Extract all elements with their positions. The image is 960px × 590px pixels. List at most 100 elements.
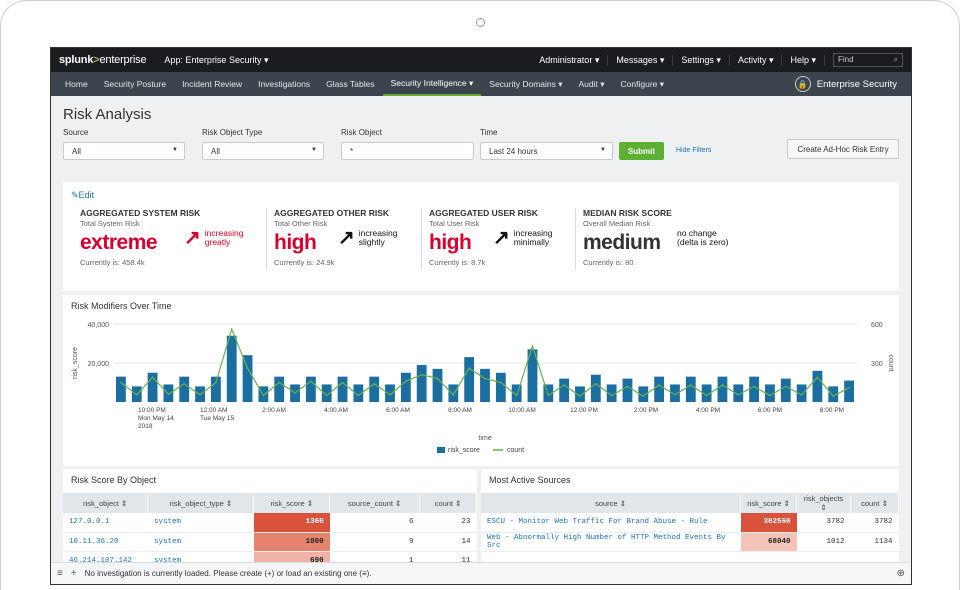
chart-bar[interactable] [337,376,348,402]
table-row[interactable]: ESCU - Monitor Web Traffic For Brand Abu… [481,513,899,533]
source-dropdown[interactable]: All ▼ [63,142,185,160]
chart-bar[interactable] [305,376,316,402]
app-selector[interactable]: App: Enterprise Security ▾ [164,54,269,65]
chart-bar[interactable] [448,384,459,402]
chart-bar[interactable] [242,355,253,402]
chart-bar[interactable] [369,376,380,402]
chart-bar[interactable] [590,374,601,402]
top-menu-item[interactable]: Help ▾ [782,54,825,66]
chart-bar[interactable] [464,357,475,402]
list-icon[interactable]: ≡ [57,568,63,579]
legend-label[interactable]: count [507,447,524,454]
hide-filters-link[interactable]: Hide Filters [676,147,712,154]
chart-bar[interactable] [527,349,538,402]
table-cell[interactable]: system [147,551,254,565]
chart-bar[interactable] [385,384,395,402]
table-cell[interactable]: Web - Abnormally High Number of HTTP Met… [481,532,741,552]
chart-bar[interactable] [765,384,775,402]
nav-item[interactable]: Security Domains ▾ [489,78,563,89]
plus-icon[interactable]: + [70,568,77,579]
kpi-card[interactable]: AGGREGATED SYSTEM RISK Total System Risk e… [80,208,244,267]
chart-bar[interactable] [796,384,807,402]
top-menu-item[interactable]: Messages ▾ [608,54,674,66]
column-header[interactable]: risk_object ⇕ [63,493,149,513]
table-row[interactable]: 10.11.36.20 system 1000 9 14 [63,532,477,552]
table-cell[interactable]: 127.0.0.1 [63,513,148,533]
edit-link[interactable]: ✎Edit [71,190,94,201]
table-row[interactable]: 46.214.107.142 system 690 1 11 [63,551,477,565]
chart-bar[interactable] [685,376,696,402]
column-header[interactable]: count ⇕ [850,493,899,513]
chart-bar[interactable] [147,372,158,402]
table-cell[interactable]: 46.214.107.142 [63,551,148,565]
column-header[interactable]: source ⇕ [481,493,742,513]
chart-bar[interactable] [638,386,649,402]
submit-button[interactable]: Submit [619,142,664,160]
column-header[interactable]: count ⇕ [419,493,477,513]
kpi-card[interactable]: MEDIAN RISK SCORE Overall Median Risk medi… [583,208,733,267]
chart-bar[interactable] [828,386,839,402]
column-header[interactable]: risk_objects ⇕ [796,493,851,513]
chart-bar[interactable] [163,384,174,402]
column-header[interactable]: source_count ⇕ [329,493,421,513]
column-header[interactable]: risk_score ⇕ [253,493,331,513]
kpi-card[interactable]: AGGREGATED USER RISK Total User Risk high ↗… [429,208,579,267]
chart-bar[interactable] [511,384,522,402]
top-menu-item[interactable]: Administrator ▾ [531,54,609,66]
chart-bar[interactable] [575,386,585,402]
nav-item[interactable]: Incident Review [182,79,243,89]
chart-bar[interactable] [670,384,680,402]
chart-bar[interactable] [480,368,490,402]
chart-bar[interactable] [432,368,443,402]
kpi-card[interactable]: AGGREGATED OTHER RISK Total Other Risk hig… [274,208,424,267]
table-cell[interactable]: 10.11.36.20 [63,532,148,552]
nav-item[interactable]: Security Intelligence ▾ [382,72,482,96]
chart-bar[interactable] [210,376,221,402]
chart-bar[interactable] [749,376,760,402]
find-input[interactable]: Find ⌕ [833,53,903,67]
chart-bar[interactable] [226,335,237,402]
chart-bar[interactable] [844,380,854,402]
chart-bar[interactable] [495,372,506,402]
nav-item[interactable]: Configure ▾ [620,78,665,89]
chart-bar[interactable] [416,364,427,402]
risk-object-input[interactable]: * [341,142,474,160]
nav-item[interactable]: Glass Tables [326,79,375,89]
table-row[interactable]: 127.0.0.1 system 1360 6 23 [63,513,477,533]
risk-object-type-dropdown[interactable]: All ▼ [202,142,324,160]
nav-item[interactable]: Audit ▾ [578,78,605,89]
splunk-logo[interactable]: splunk>enterprise [59,54,147,66]
chart-bar[interactable] [654,376,665,402]
table-cell[interactable]: system [147,532,254,552]
chart-bar[interactable] [274,376,285,402]
top-menu-item[interactable]: Activity ▾ [730,54,783,66]
chart-bar[interactable] [812,370,823,402]
chart-bar[interactable] [559,378,570,402]
nav-item[interactable]: Security Posture [103,79,167,89]
chart-bar[interactable] [258,386,269,402]
create-adhoc-risk-button[interactable]: Create Ad-Hoc Risk Entry [787,139,899,159]
chart-bar[interactable] [622,378,633,402]
chart-bar[interactable] [717,376,728,402]
column-header[interactable]: risk_object_type ⇕ [147,493,255,513]
time-picker[interactable]: Last 24 hours ▼ [480,142,613,160]
chart-bar[interactable] [780,378,791,402]
chart-bar[interactable] [543,384,554,402]
chart-bar[interactable] [733,384,744,402]
chart-bar[interactable] [606,384,617,402]
column-header[interactable]: risk_score ⇕ [740,493,798,513]
chart-bar[interactable] [321,384,332,402]
table-cell[interactable]: system [147,513,254,533]
chart-bar[interactable] [701,384,712,402]
chart-bar[interactable] [400,372,411,402]
zoom-icon[interactable]: ⊕ [896,568,905,579]
table-row[interactable]: Web - Abnormally High Number of HTTP Met… [481,532,899,552]
chart-bar[interactable] [179,376,190,402]
chart-bar[interactable] [116,376,126,402]
nav-item[interactable]: Home [65,79,88,89]
top-menu-item[interactable]: Settings ▾ [673,54,730,66]
table-cell[interactable]: ESCU - Monitor Web Traffic For Brand Abu… [481,513,741,533]
nav-item[interactable]: Investigations [258,79,311,89]
legend-label[interactable]: risk_score [448,447,480,454]
chart-bar[interactable] [353,384,364,402]
